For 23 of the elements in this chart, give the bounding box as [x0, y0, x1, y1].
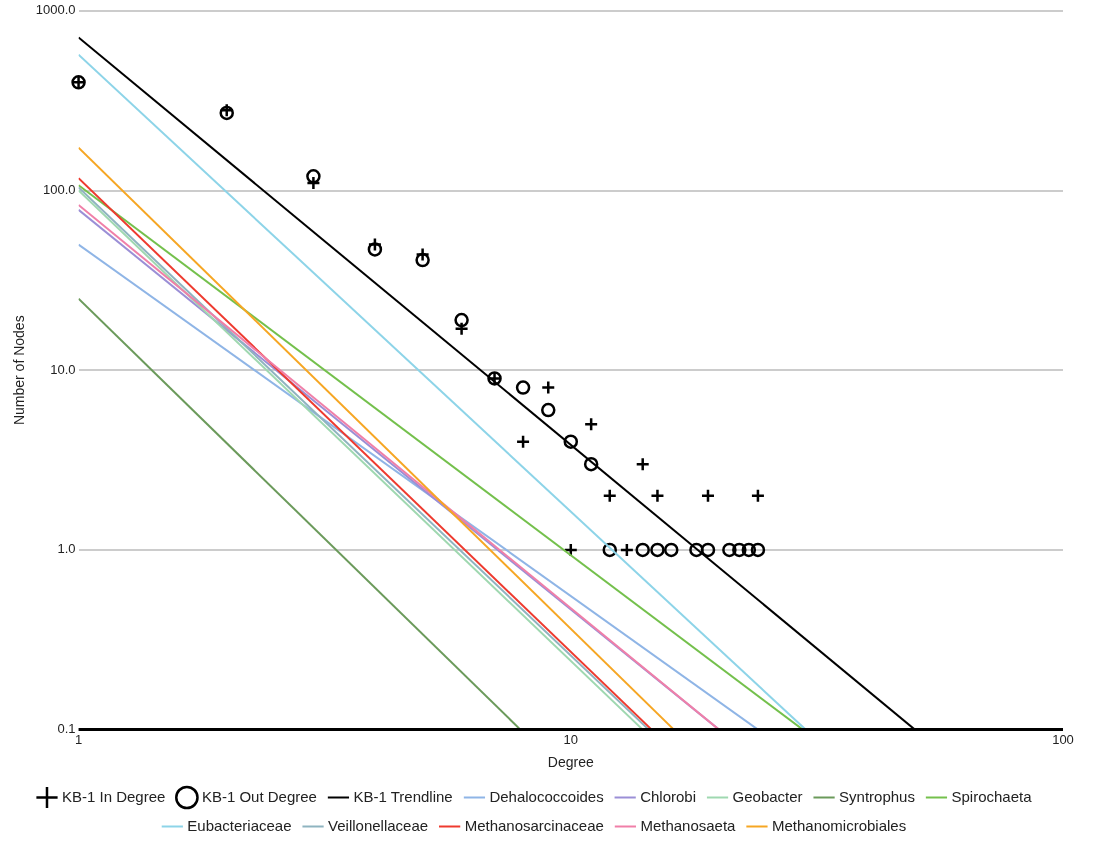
legend-label: Syntrophus [839, 787, 915, 805]
legend-label: Chlorobi [640, 787, 697, 805]
legend-label: Methanomicrobiales [771, 816, 907, 834]
x-axis-title: Degree [547, 754, 594, 771]
x-tick-label: 100 [1052, 731, 1074, 747]
legend-label: Eubacteriaceae [187, 816, 292, 834]
y-tick-label: 1.0 [57, 541, 76, 557]
legend-label: Dehalococcoides [489, 787, 604, 805]
legend-label: Methanosaeta [640, 816, 737, 834]
legend-label: Spirochaeta [951, 787, 1033, 805]
legend-label: Veillonellaceae [328, 816, 429, 834]
legend-label: Methanosarcinaceae [464, 816, 604, 834]
x-tick-label: 1 [74, 731, 83, 747]
legend-label: KB-1 Out Degree [201, 787, 317, 805]
legend-label: KB-1 Trendline [353, 787, 453, 805]
y-axis-title: Number of Nodes [11, 315, 28, 426]
x-tick-label: 10 [563, 731, 579, 747]
y-tick-label: 100.0 [43, 182, 76, 198]
legend-label: KB-1 In Degree [62, 787, 166, 805]
y-tick-label: 10.0 [50, 361, 76, 377]
y-tick-label: 1000.0 [35, 2, 76, 18]
legend-label: Geobacter [732, 787, 803, 805]
y-tick-label: 0.1 [57, 721, 76, 737]
